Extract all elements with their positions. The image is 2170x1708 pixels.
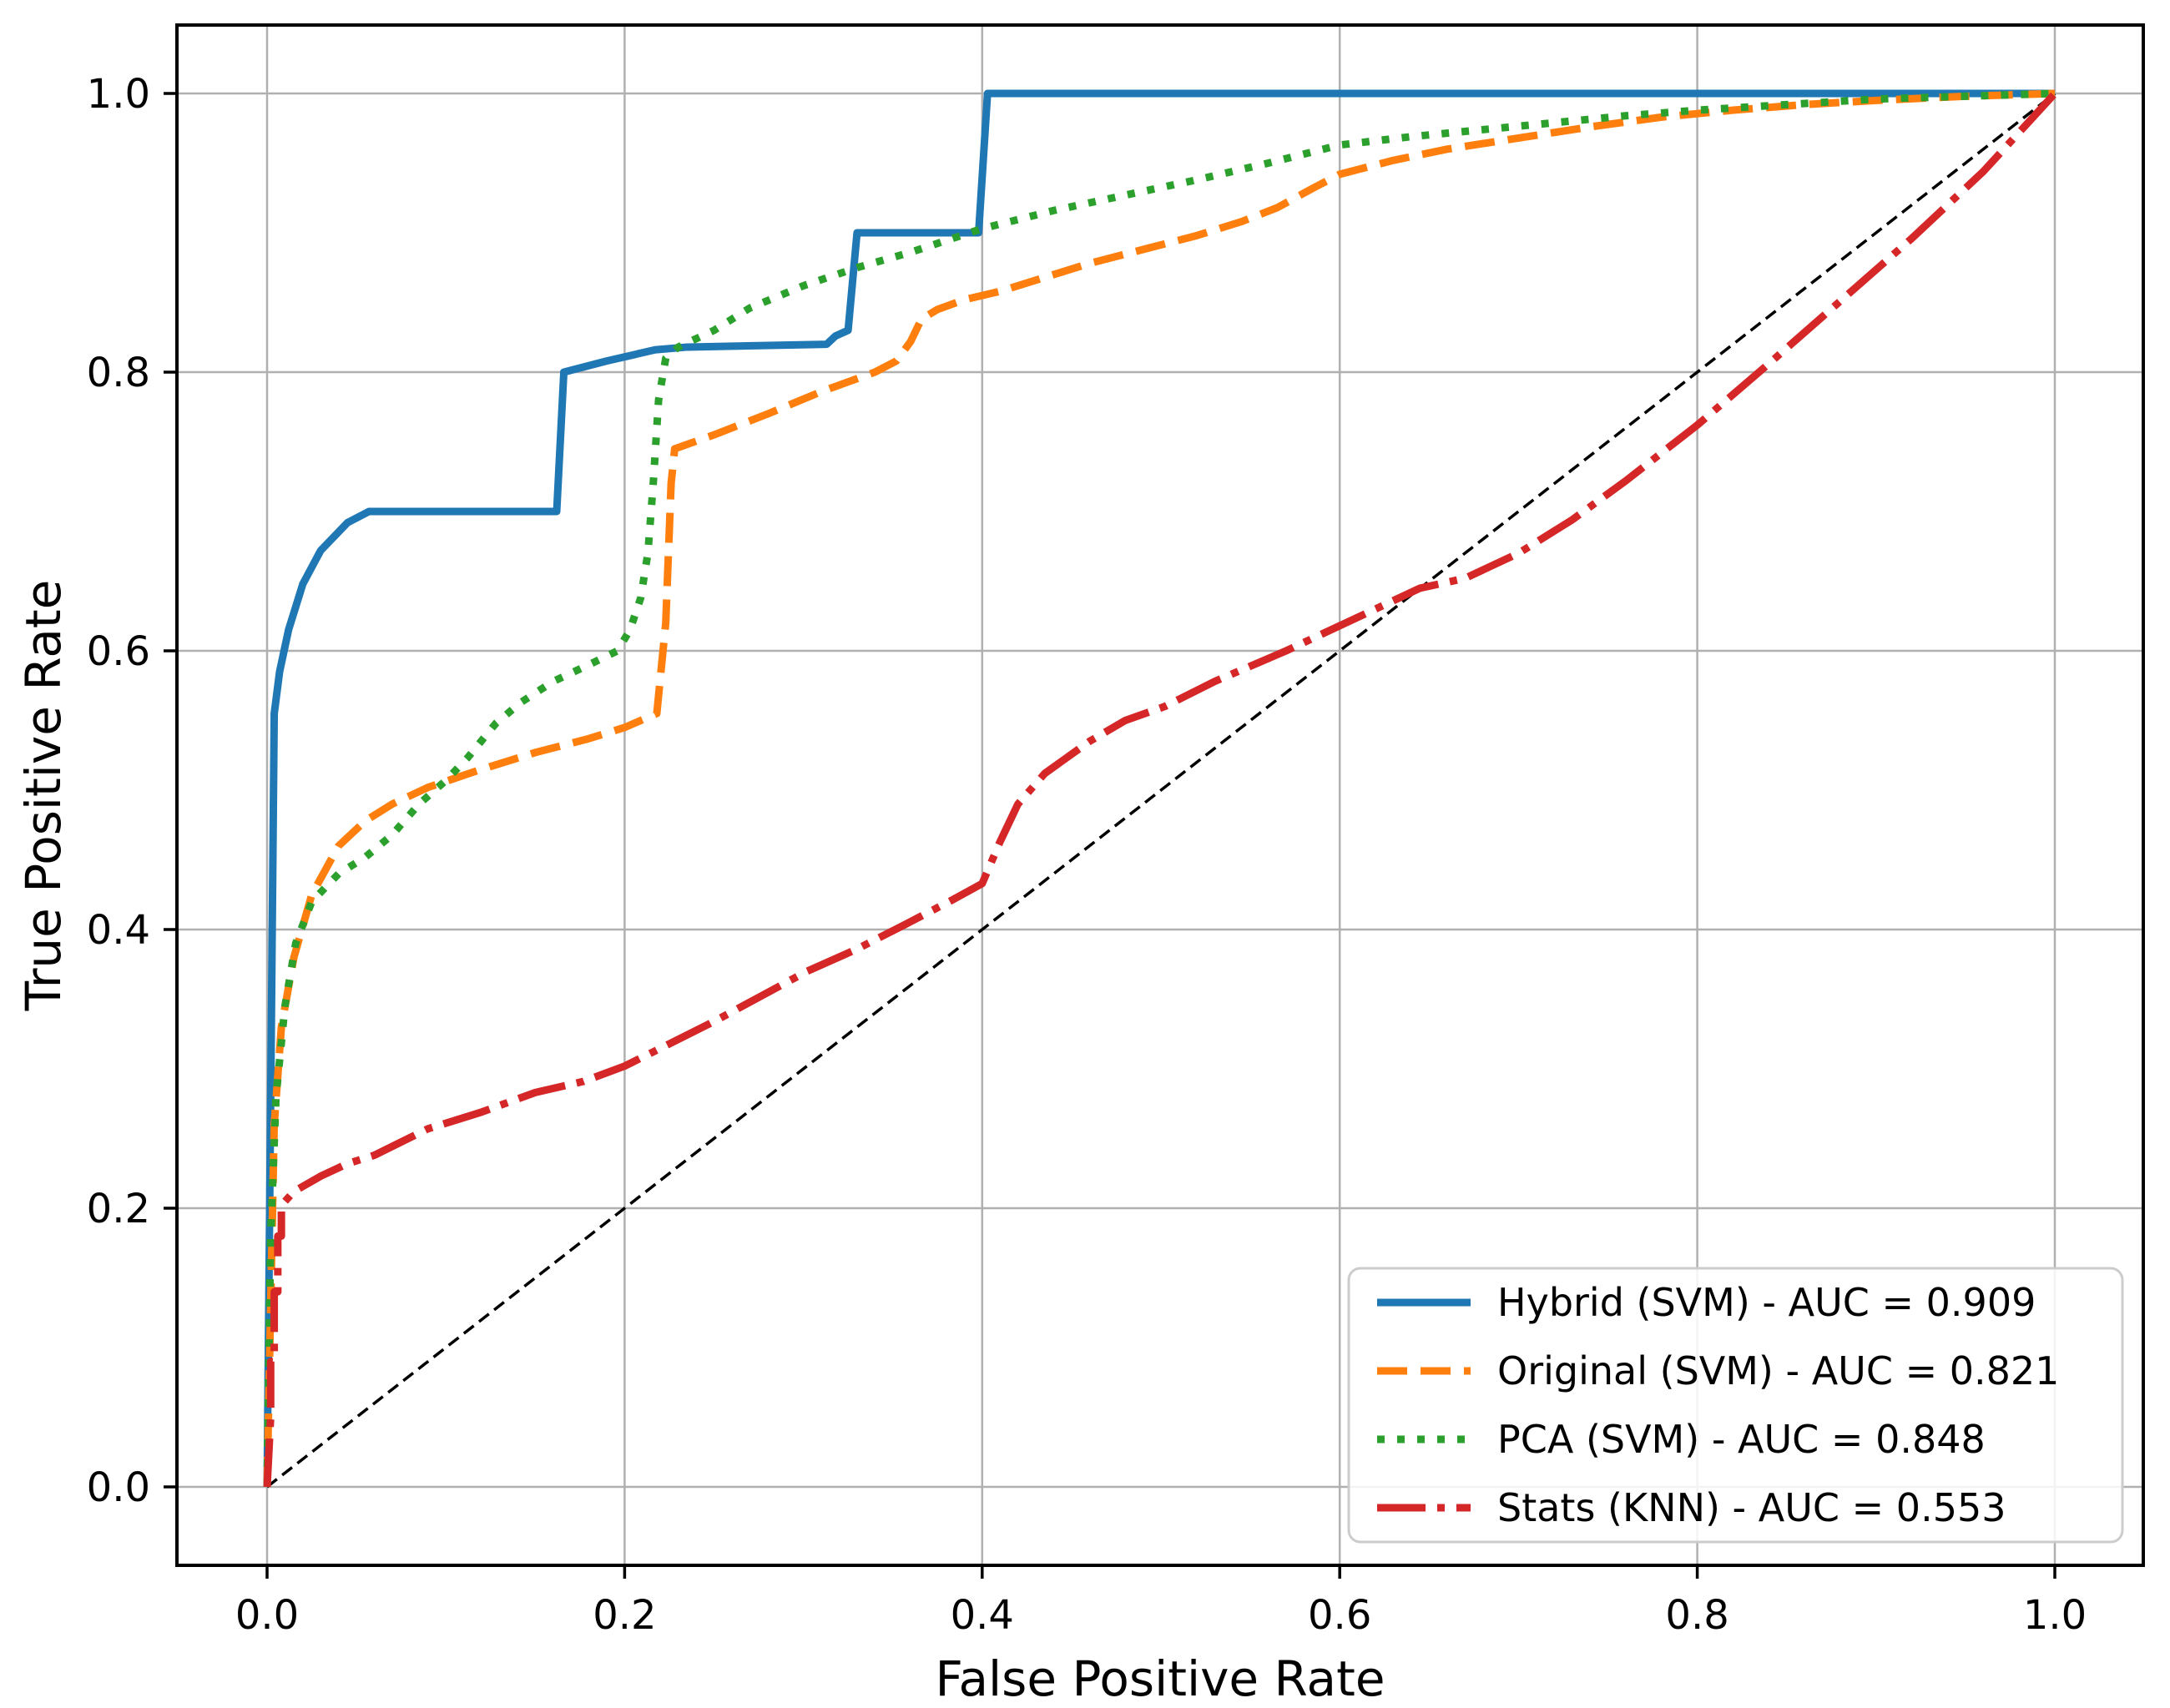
x-tick-label: 0.6 <box>1308 1592 1371 1639</box>
y-tick-label: 0.8 <box>87 350 150 396</box>
x-axis-ticks: 0.0 0.2 0.4 0.6 0.8 1.0 <box>235 1565 2087 1639</box>
y-axis-label: True Positive Rate <box>15 580 72 1012</box>
x-tick-label: 1.0 <box>2023 1592 2087 1639</box>
x-tick-label: 0.2 <box>593 1592 656 1639</box>
x-tick-label: 0.8 <box>1665 1592 1728 1639</box>
y-tick-label: 0.4 <box>87 907 150 954</box>
legend-label-pca-svm: PCA (SVM) - AUC = 0.848 <box>1497 1417 1986 1462</box>
legend-box <box>1347 1267 2124 1544</box>
y-axis-ticks: 0.0 0.2 0.4 0.6 0.8 1.0 <box>87 71 177 1511</box>
x-tick-label: 0.4 <box>951 1592 1014 1639</box>
chance-diagonal-line <box>265 92 2056 1489</box>
legend: Hybrid (SVM) - AUC = 0.909 Original (SVM)… <box>1347 1267 2124 1544</box>
gridlines <box>177 25 2143 1565</box>
y-tick-label: 0.0 <box>87 1464 150 1511</box>
y-tick-label: 0.6 <box>87 628 150 675</box>
roc-curve-stats-knn <box>263 90 2058 1488</box>
roc-curve-original-svm <box>263 89 2056 1488</box>
roc-curves <box>263 89 2058 1489</box>
y-tick-label: 1.0 <box>87 71 150 118</box>
legend-label-original-svm: Original (SVM) - AUC = 0.821 <box>1497 1348 2059 1393</box>
legend-label-hybrid-svm: Hybrid (SVM) - AUC = 0.909 <box>1497 1280 2036 1325</box>
roc-curve-pca-svm <box>263 89 2056 1488</box>
legend-label-stats-knn: Stats (KNN) - AUC = 0.553 <box>1497 1485 2006 1530</box>
x-tick-label: 0.0 <box>235 1592 299 1639</box>
x-axis-label: False Positive Rate <box>935 1650 1385 1707</box>
y-tick-label: 0.2 <box>87 1186 150 1232</box>
plot-border <box>175 23 2145 1567</box>
roc-curve-hybrid-svm <box>263 89 2055 1488</box>
